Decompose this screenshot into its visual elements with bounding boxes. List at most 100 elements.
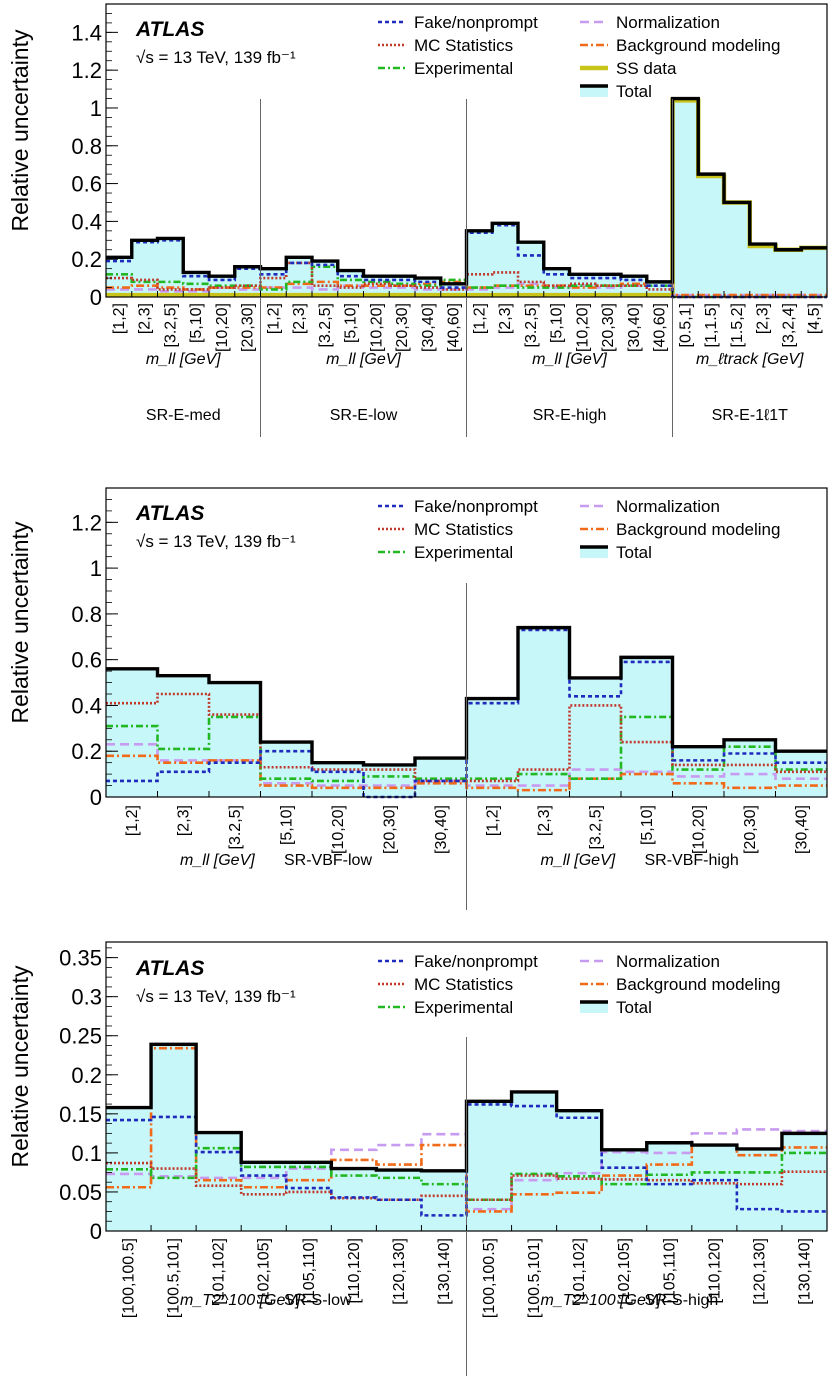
x-tick-label: [110,120] — [346, 1238, 363, 1304]
legend-experimental-label: Experimental — [414, 998, 513, 1017]
region-variable: m_ll [GeV] — [146, 351, 221, 368]
region-variable: m_ll [GeV] — [180, 852, 255, 869]
y-tick-label: 1.2 — [71, 58, 102, 83]
atlas-label: ATLAS — [135, 502, 204, 525]
x-tick-label: [3.2,5] — [317, 303, 334, 347]
region-name: SR-E-low — [330, 407, 398, 424]
chart-panel-1: [1,2] [2,3] [3.2,5] [5,10] [10,20] [20,30]m_l… — [7, 3, 828, 437]
y-axis-label: Relative uncertainty — [7, 965, 33, 1167]
y-tick-label: 0.35 — [59, 946, 102, 971]
region-name: SR-S-high — [645, 1292, 719, 1309]
legend-fake-label: Fake/nonprompt — [414, 952, 538, 971]
x-tick-label: [101,102] — [571, 1238, 588, 1305]
y-tick-label: 0.3 — [71, 985, 102, 1010]
atlas-label: ATLAS — [135, 957, 204, 980]
x-tick-label: [120,130] — [751, 1238, 768, 1305]
legend-total-swatch — [580, 85, 608, 97]
legend-mcstat-label: MC Statistics — [414, 520, 513, 539]
x-tick-label: [2,3] — [137, 303, 154, 334]
y-tick-label: 0.25 — [59, 1024, 102, 1049]
y-tick-label: 0.6 — [71, 648, 102, 673]
legend-experimental-label: Experimental — [414, 59, 513, 78]
legend-normalization-label: Normalization — [616, 497, 720, 516]
region-variable: m_T2^100 [GeV] — [180, 1292, 301, 1309]
x-tick-label: [20,30] — [600, 303, 617, 352]
x-tick-label: [10,20] — [690, 805, 707, 854]
region-variable: m_ll [GeV] — [532, 351, 607, 368]
x-tick-label: [10,20] — [368, 303, 385, 352]
x-tick-label: [105,110] — [661, 1238, 678, 1304]
region-name: SR-E-med — [146, 407, 221, 424]
x-tick-label: [1,2] — [471, 303, 488, 334]
y-tick-label: 0.1 — [71, 1141, 102, 1166]
legend-total-label: Total — [616, 543, 652, 562]
y-tick-label: 0.8 — [71, 134, 102, 159]
x-tick-label: [102,105] — [616, 1238, 633, 1305]
y-tick-label: 1.2 — [71, 510, 102, 535]
x-tick-label: [130,140] — [436, 1238, 453, 1305]
y-tick-label: 0.2 — [71, 1063, 102, 1088]
x-tick-label: [30,40] — [433, 805, 450, 854]
y-tick-label: 0.05 — [59, 1180, 102, 1205]
x-tick-label: [100,100.5] — [121, 1238, 138, 1318]
atlas-label: ATLAS — [135, 18, 204, 41]
x-tick-label: [100.5,101] — [526, 1238, 543, 1318]
x-tick-label: [2,3] — [755, 303, 772, 334]
y-tick-label: 0.15 — [59, 1102, 102, 1127]
x-tick-label: [4,5] — [806, 303, 823, 334]
x-tick-label: [2,3] — [291, 303, 308, 334]
chart-panel-2: [1,2] [2,3] [3.2,5] [5,10] [10,20] [20,30] [30… — [7, 487, 828, 910]
x-tick-label: [1.5,2] — [729, 303, 746, 347]
x-tick-label: [3.2,5] — [227, 805, 244, 849]
x-tick-label: [3.2,5] — [523, 303, 540, 347]
x-tick-label: [130,140] — [796, 1238, 813, 1305]
region-name: SR-E-high — [533, 407, 607, 424]
energy-label: √s = 13 TeV, 139 fb⁻¹ — [136, 532, 296, 551]
x-tick-label: [102,105] — [256, 1238, 273, 1305]
x-tick-label: [5,10] — [278, 805, 295, 845]
legend-total-swatch — [580, 546, 608, 558]
experimental-line — [106, 1146, 827, 1202]
chart-panel-3: [100,100.5] [100.5,101] [101,102] [102,105]… — [7, 941, 828, 1376]
x-tick-label: [10,20] — [214, 303, 231, 352]
x-tick-label: [3.2,5] — [162, 303, 179, 347]
region-variable: m_ℓtrack [GeV] — [696, 351, 804, 368]
legend-normalization-label: Normalization — [616, 952, 720, 971]
x-tick-label: [101,102] — [211, 1238, 228, 1305]
x-tick-label: [1,2] — [124, 805, 141, 836]
region-variable: m_ll [GeV] — [326, 351, 401, 368]
legend-total-swatch — [580, 1001, 608, 1013]
x-tick-label: [30,40] — [420, 303, 437, 352]
x-tick-label: [20,30] — [240, 303, 257, 352]
legend-mcstat-label: MC Statistics — [414, 36, 513, 55]
x-tick-label: [30,40] — [793, 805, 810, 854]
region-name: SR-S-low — [284, 1292, 352, 1309]
x-tick-label: [5,10] — [343, 303, 360, 343]
y-tick-label: 0.4 — [71, 693, 102, 718]
x-tick-label: [120,130] — [391, 1238, 408, 1305]
x-tick-label: [1,2] — [484, 805, 501, 836]
x-tick-label: [10,20] — [330, 805, 347, 854]
region-variable: m_T2^100 [GeV] — [541, 1292, 662, 1309]
y-tick-label: 1.4 — [71, 20, 102, 45]
legend-fake-label: Fake/nonprompt — [414, 497, 538, 516]
legend-bkgmodel-label: Background modeling — [616, 520, 780, 539]
legend-ssdata-label: SS data — [616, 59, 677, 78]
x-tick-label: [1,2] — [265, 303, 282, 334]
x-tick-label: [0.5,1] — [677, 303, 694, 347]
x-tick-label: [105,110] — [301, 1238, 318, 1304]
x-tick-label: [2,3] — [536, 805, 553, 836]
x-tick-label: [20,30] — [394, 303, 411, 352]
region-name: SR-VBF-low — [284, 852, 372, 869]
region-variable: m_ll [GeV] — [541, 852, 616, 869]
legend-fake-label: Fake/nonprompt — [414, 13, 538, 32]
y-tick-label: 0.4 — [71, 209, 102, 234]
x-tick-label: [1,2] — [111, 303, 128, 334]
legend-normalization-label: Normalization — [616, 13, 720, 32]
x-tick-label: [5,10] — [639, 805, 656, 845]
y-tick-label: 0 — [90, 785, 102, 810]
legend-mcstat-label: MC Statistics — [414, 975, 513, 994]
x-tick-label: [10,20] — [574, 303, 591, 352]
y-tick-label: 0 — [90, 1219, 102, 1244]
x-tick-label: [3.2,5] — [587, 805, 604, 849]
